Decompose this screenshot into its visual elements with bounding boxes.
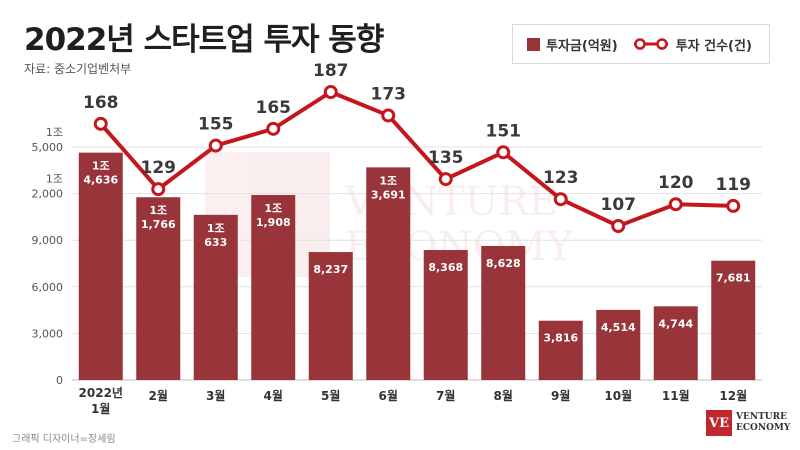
line-point-9	[553, 192, 568, 207]
line-point-7	[438, 172, 453, 187]
x-tick-label-6: 6월	[379, 388, 398, 403]
legend-line-label: 투자 건수(건)	[675, 38, 752, 54]
bar-label-1-bottom: 4,636	[83, 174, 118, 187]
legend-bar-swatch	[527, 37, 540, 51]
bar-12	[711, 260, 756, 380]
bar-9	[538, 320, 583, 380]
bar-6	[366, 167, 411, 380]
line-label-1: 168	[83, 93, 119, 113]
line-label-5: 187	[313, 61, 349, 81]
line-point-2	[151, 182, 166, 197]
x-tick-label-8: 8월	[494, 388, 513, 403]
bar-3	[193, 214, 238, 380]
legend: 투자금(억원) 투자 건수(건)	[512, 24, 770, 64]
line-point-1	[93, 116, 108, 131]
line-point-4	[266, 121, 281, 136]
line-point-5	[323, 85, 338, 99]
line-point-6	[381, 108, 396, 123]
legend-item-bar: 투자금(억원)	[527, 35, 618, 54]
bar-label-4-bottom: 1,908	[256, 216, 291, 229]
y-tick-label-1: 3,000	[32, 327, 64, 340]
x-tick-label-5: 5월	[321, 388, 340, 403]
y-tick-label-4-top: 1조	[46, 173, 63, 186]
logo-text: VENTURE ECONOMY	[736, 412, 790, 434]
bar-label-10: 4,514	[601, 321, 636, 334]
line-label-4: 165	[256, 98, 292, 118]
bar-label-8: 8,628	[486, 257, 521, 270]
bar-label-5: 8,237	[313, 263, 348, 276]
x-tick-label-9: 9월	[551, 388, 570, 403]
y-tick-label-4-bottom: 2,000	[32, 188, 64, 201]
bar-1	[78, 152, 123, 380]
bar-label-1-top: 1조	[92, 160, 110, 173]
legend-line-swatch	[633, 38, 668, 50]
publisher-logo: VE VENTURE ECONOMY	[706, 410, 790, 436]
bar-label-4-top: 1조	[264, 202, 282, 215]
x-tick-label-11: 11월	[662, 388, 690, 403]
bar-label-6-bottom: 3,691	[371, 188, 406, 201]
line-label-9: 123	[543, 168, 579, 188]
y-tick-label-3: 9,000	[32, 234, 64, 247]
bar-label-6-top: 1조	[379, 174, 397, 187]
bar-5	[308, 252, 353, 380]
bar-11	[653, 306, 698, 380]
line-label-7: 135	[428, 148, 464, 168]
logo-mark: VE	[706, 410, 732, 436]
x-tick-label-2: 2월	[149, 388, 168, 403]
x-tick-label-12: 12월	[719, 388, 747, 403]
line-label-3: 155	[198, 115, 234, 135]
bar-7	[423, 250, 468, 380]
logo-line-2: ECONOMY	[736, 423, 791, 433]
legend-bar-label: 투자금(억원)	[546, 38, 618, 54]
legend-item-line: 투자 건수(건)	[632, 35, 752, 54]
chart-title: 2022년 스타트업 투자 동향	[24, 22, 384, 58]
line-point-12	[726, 198, 741, 213]
x-tick-label-3: 3월	[206, 388, 225, 403]
bar-label-9: 3,816	[543, 332, 578, 345]
bar-label-3-top: 1조	[207, 222, 225, 235]
x-tick-label-1-top: 2022년	[79, 386, 123, 400]
source-note: 자료: 중소기업벤처부	[24, 62, 132, 76]
line-label-2: 129	[141, 158, 177, 178]
x-tick-label-1-bottom: 1월	[91, 401, 110, 416]
bar-2	[136, 197, 181, 380]
logo-line-1: VENTURE	[736, 412, 787, 422]
line-point-3	[208, 138, 223, 153]
bar-label-3-bottom: 633	[204, 236, 227, 249]
line-point-11	[668, 197, 683, 212]
y-tick-label-5-bottom: 5,000	[32, 141, 64, 154]
x-tick-label-10: 10월	[604, 388, 632, 403]
line-label-6: 173	[371, 84, 407, 104]
bar-8	[481, 245, 526, 380]
line-point-8	[496, 145, 511, 160]
bar-label-2-top: 1조	[149, 204, 167, 217]
bar-label-11: 4,744	[658, 317, 693, 330]
bar-label-12: 7,681	[716, 272, 751, 285]
y-tick-label-5-top: 1조	[46, 126, 63, 139]
line-label-10: 107	[601, 195, 637, 215]
credit-note: 그래픽 디자이너=장세림	[12, 434, 116, 445]
bar-10	[596, 309, 641, 380]
bar-label-2-bottom: 1,766	[141, 218, 176, 231]
x-tick-label-4: 4월	[264, 388, 283, 403]
line-label-12: 119	[716, 175, 752, 195]
line-series-count	[99, 90, 734, 228]
bar-4	[251, 195, 296, 380]
line-label-11: 120	[658, 173, 694, 193]
x-tick-label-7: 7월	[436, 388, 455, 403]
y-tick-label-2: 6,000	[32, 281, 64, 294]
y-tick-label-0: 0	[56, 374, 63, 387]
line-label-8: 151	[486, 121, 522, 141]
line-point-10	[611, 219, 626, 233]
bar-label-7: 8,368	[428, 261, 463, 274]
